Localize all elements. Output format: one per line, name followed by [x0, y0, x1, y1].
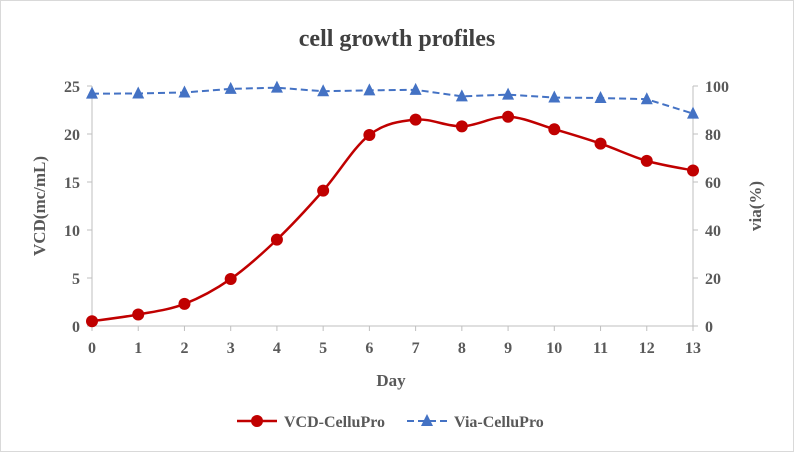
- data-point-vcd: [455, 120, 468, 133]
- data-point-vcd: [687, 164, 699, 177]
- data-point-vcd: [409, 113, 422, 126]
- data-point-vcd: [502, 110, 515, 123]
- legend-item-via: Via-CelluPro: [407, 414, 544, 431]
- data-point-via: [548, 90, 561, 103]
- x-tick-label: 1: [134, 340, 142, 357]
- data-point-vcd: [270, 233, 283, 246]
- data-point-via: [594, 91, 607, 103]
- x-tick-label: 4: [273, 340, 281, 357]
- legend: VCD-CelluPro Via-CelluPro: [237, 414, 544, 431]
- data-point-via: [270, 80, 283, 93]
- y2-tick-label: 60: [705, 175, 721, 192]
- legend-via-marker: [421, 414, 433, 426]
- y-axis-title: VCD(mc/mL): [30, 156, 49, 256]
- chart-title: cell growth profiles: [299, 26, 495, 52]
- y-tick-label: 10: [64, 223, 80, 240]
- legend-vcd-label: VCD-CelluPro: [284, 414, 385, 431]
- data-point-via: [224, 81, 237, 94]
- x-tick-label: 3: [227, 340, 235, 357]
- data-point-via: [502, 87, 515, 100]
- data-point-via: [363, 83, 376, 96]
- y2-tick-label: 40: [705, 223, 721, 240]
- data-point-via: [178, 85, 191, 98]
- legend-via-label: Via-CelluPro: [454, 414, 544, 431]
- x-tick-label: 7: [412, 340, 420, 357]
- data-point-vcd: [132, 308, 145, 321]
- data-point-via: [409, 82, 422, 95]
- x-tick-label: 6: [365, 340, 373, 357]
- y-tick-label: 20: [64, 127, 80, 144]
- x-axis-title: Day: [376, 371, 406, 390]
- data-point-vcd: [640, 154, 653, 167]
- data-point-vcd: [594, 137, 607, 150]
- data-point-vcd: [224, 272, 237, 285]
- x-tick-label: 0: [88, 340, 96, 357]
- data-point-via: [455, 89, 468, 102]
- y-tick-label: 15: [64, 175, 80, 192]
- data-point-via: [132, 86, 145, 99]
- data-point-via: [640, 92, 653, 105]
- y2-tick-label: 80: [705, 127, 721, 144]
- series-layer: [86, 80, 699, 328]
- y2-axis-title: via(%): [746, 181, 765, 231]
- data-point-vcd: [317, 184, 330, 197]
- data-point-vcd: [548, 123, 561, 136]
- legend-vcd-marker: [251, 415, 263, 427]
- legend-item-vcd: VCD-CelluPro: [237, 414, 385, 431]
- y2-tick-label: 100: [705, 79, 729, 96]
- y-tick-label: 25: [64, 79, 80, 96]
- y-tick-label: 5: [72, 271, 80, 288]
- x-tick-label: 10: [546, 340, 562, 357]
- data-point-via: [317, 84, 330, 97]
- y2-tick-label: 20: [705, 271, 721, 288]
- x-tick-label: 5: [319, 340, 327, 357]
- data-point-vcd: [363, 128, 376, 141]
- data-point-via: [86, 86, 98, 99]
- y2-tick-label: 0: [705, 319, 713, 336]
- x-tick-label: 13: [685, 340, 701, 357]
- x-tick-label: 9: [504, 340, 512, 357]
- x-tick-label: 12: [639, 340, 655, 357]
- x-tick-label: 8: [458, 340, 466, 357]
- series-line-vcd: [91, 115, 694, 323]
- data-point-vcd: [86, 315, 98, 328]
- series-line-via: [91, 86, 694, 115]
- y-tick-label: 0: [72, 319, 80, 336]
- x-tick-label: 2: [180, 340, 188, 357]
- data-point-vcd: [178, 297, 191, 310]
- axes-layer: [91, 86, 694, 327]
- data-point-via: [687, 106, 699, 119]
- x-tick-label: 11: [593, 340, 608, 357]
